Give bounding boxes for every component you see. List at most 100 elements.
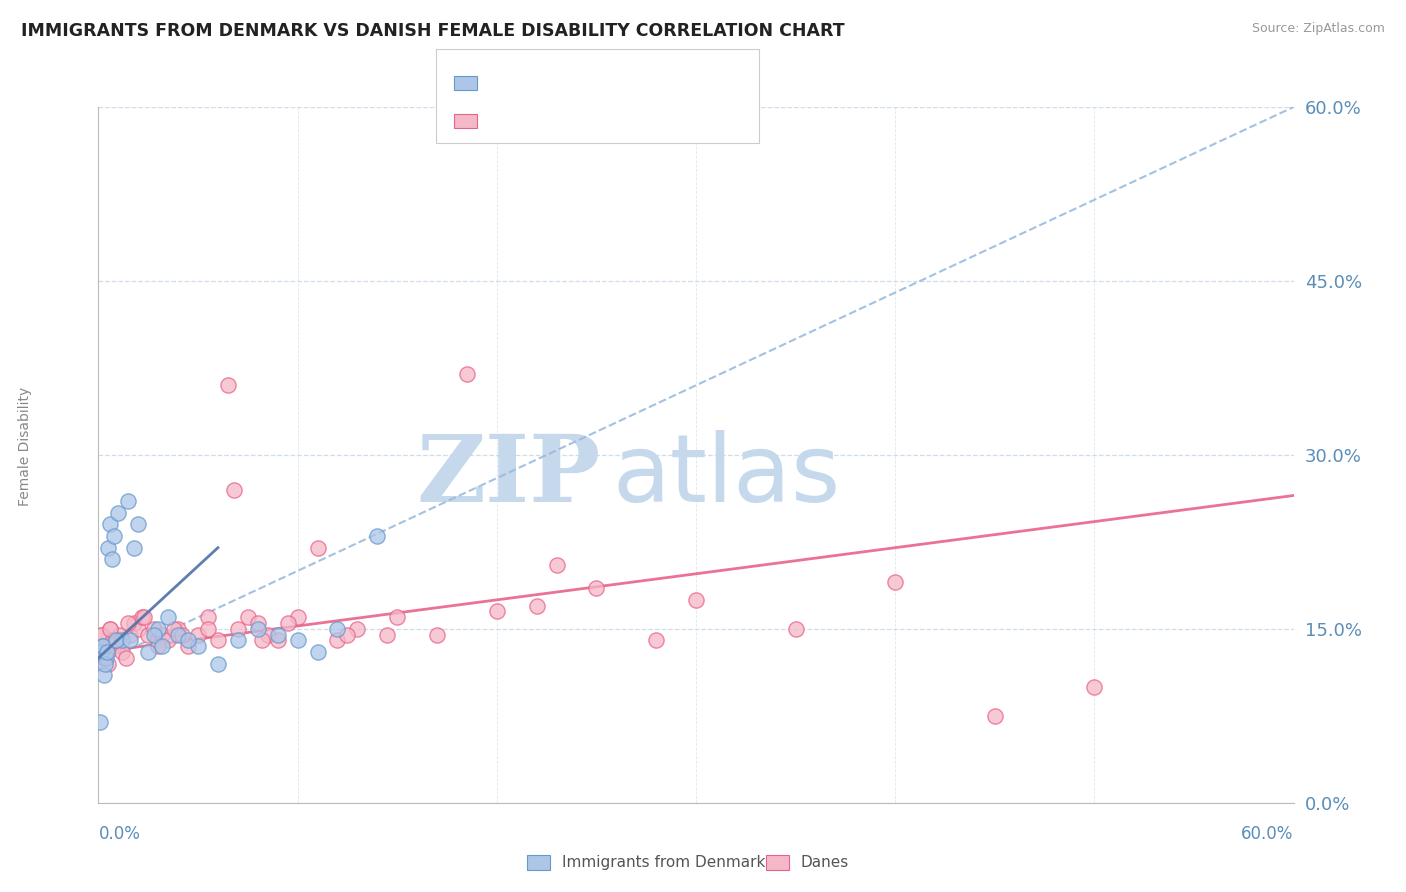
Point: [326, 622, 349, 636]
Point: [96, 645, 118, 659]
Point: [307, 645, 329, 659]
Point: [207, 633, 229, 648]
Point: [366, 529, 388, 543]
Point: [236, 610, 259, 624]
Point: [346, 622, 368, 636]
Point: [124, 615, 146, 630]
Point: [287, 633, 309, 648]
Point: [150, 628, 173, 642]
Point: [117, 494, 139, 508]
Point: [120, 628, 142, 642]
Point: [90, 628, 112, 642]
Point: [287, 610, 309, 624]
Point: [107, 506, 129, 520]
Point: [645, 633, 668, 648]
Point: [426, 628, 449, 642]
Point: [105, 633, 128, 648]
Text: ZIP: ZIP: [416, 431, 600, 521]
Point: [97, 541, 120, 555]
Point: [103, 639, 125, 653]
Point: [127, 622, 149, 636]
Point: [267, 628, 290, 642]
Point: [375, 628, 398, 642]
Point: [187, 628, 209, 642]
Text: Immigrants from Denmark: Immigrants from Denmark: [562, 855, 766, 870]
Point: [98, 622, 122, 636]
Point: [177, 639, 200, 653]
Point: [101, 552, 124, 566]
Point: [103, 633, 125, 648]
Point: [685, 592, 707, 607]
Point: [157, 610, 180, 624]
Point: [91, 628, 114, 642]
Text: Source: ZipAtlas.com: Source: ZipAtlas.com: [1251, 22, 1385, 36]
Point: [148, 622, 170, 636]
Text: 0.0%: 0.0%: [98, 825, 141, 843]
Point: [172, 628, 194, 642]
Point: [246, 615, 269, 630]
Point: [96, 651, 118, 665]
Point: [101, 633, 124, 648]
Point: [134, 610, 156, 624]
Point: [167, 628, 190, 642]
Point: [107, 633, 129, 648]
Point: [89, 714, 111, 729]
Point: [91, 639, 114, 653]
Point: [98, 622, 122, 636]
Point: [115, 651, 138, 665]
Point: [157, 633, 180, 648]
Point: [143, 622, 166, 636]
Point: [98, 639, 121, 653]
Point: [143, 628, 166, 642]
Point: [120, 633, 142, 648]
Point: [250, 633, 273, 648]
Point: [110, 628, 132, 642]
Point: [326, 633, 349, 648]
Point: [93, 668, 115, 682]
Point: [785, 622, 807, 636]
Point: [105, 633, 128, 648]
Point: [148, 639, 170, 653]
Point: [96, 645, 118, 659]
Point: [124, 541, 146, 555]
Point: [1083, 680, 1105, 694]
Point: [226, 633, 249, 648]
Point: [526, 599, 548, 613]
Text: R = 0.294   N = 67: R = 0.294 N = 67: [491, 112, 648, 130]
Point: [197, 622, 219, 636]
Point: [585, 582, 607, 596]
Point: [90, 645, 112, 659]
Text: Danes: Danes: [800, 855, 848, 870]
Point: [456, 367, 478, 381]
Point: [217, 378, 239, 392]
Text: atlas: atlas: [612, 430, 841, 522]
Point: [96, 645, 118, 659]
Point: [307, 541, 329, 555]
Point: [163, 622, 186, 636]
Point: [93, 651, 115, 665]
Point: [148, 633, 170, 648]
Point: [207, 657, 229, 671]
Point: [103, 529, 125, 543]
Point: [277, 615, 299, 630]
Point: [187, 639, 209, 653]
Point: [111, 645, 134, 659]
Point: [485, 605, 508, 619]
Point: [94, 657, 117, 671]
Point: [89, 645, 111, 659]
Point: [546, 558, 568, 573]
Point: [94, 651, 117, 665]
Text: IMMIGRANTS FROM DENMARK VS DANISH FEMALE DISABILITY CORRELATION CHART: IMMIGRANTS FROM DENMARK VS DANISH FEMALE…: [21, 22, 845, 40]
Point: [884, 575, 907, 590]
Point: [150, 639, 173, 653]
Point: [93, 639, 115, 653]
Point: [222, 483, 245, 497]
Point: [226, 622, 249, 636]
Point: [336, 628, 359, 642]
Point: [267, 633, 290, 648]
Point: [983, 708, 1005, 723]
Text: Female Disability: Female Disability: [18, 386, 32, 506]
Point: [97, 657, 120, 671]
Point: [197, 610, 219, 624]
Point: [246, 622, 269, 636]
